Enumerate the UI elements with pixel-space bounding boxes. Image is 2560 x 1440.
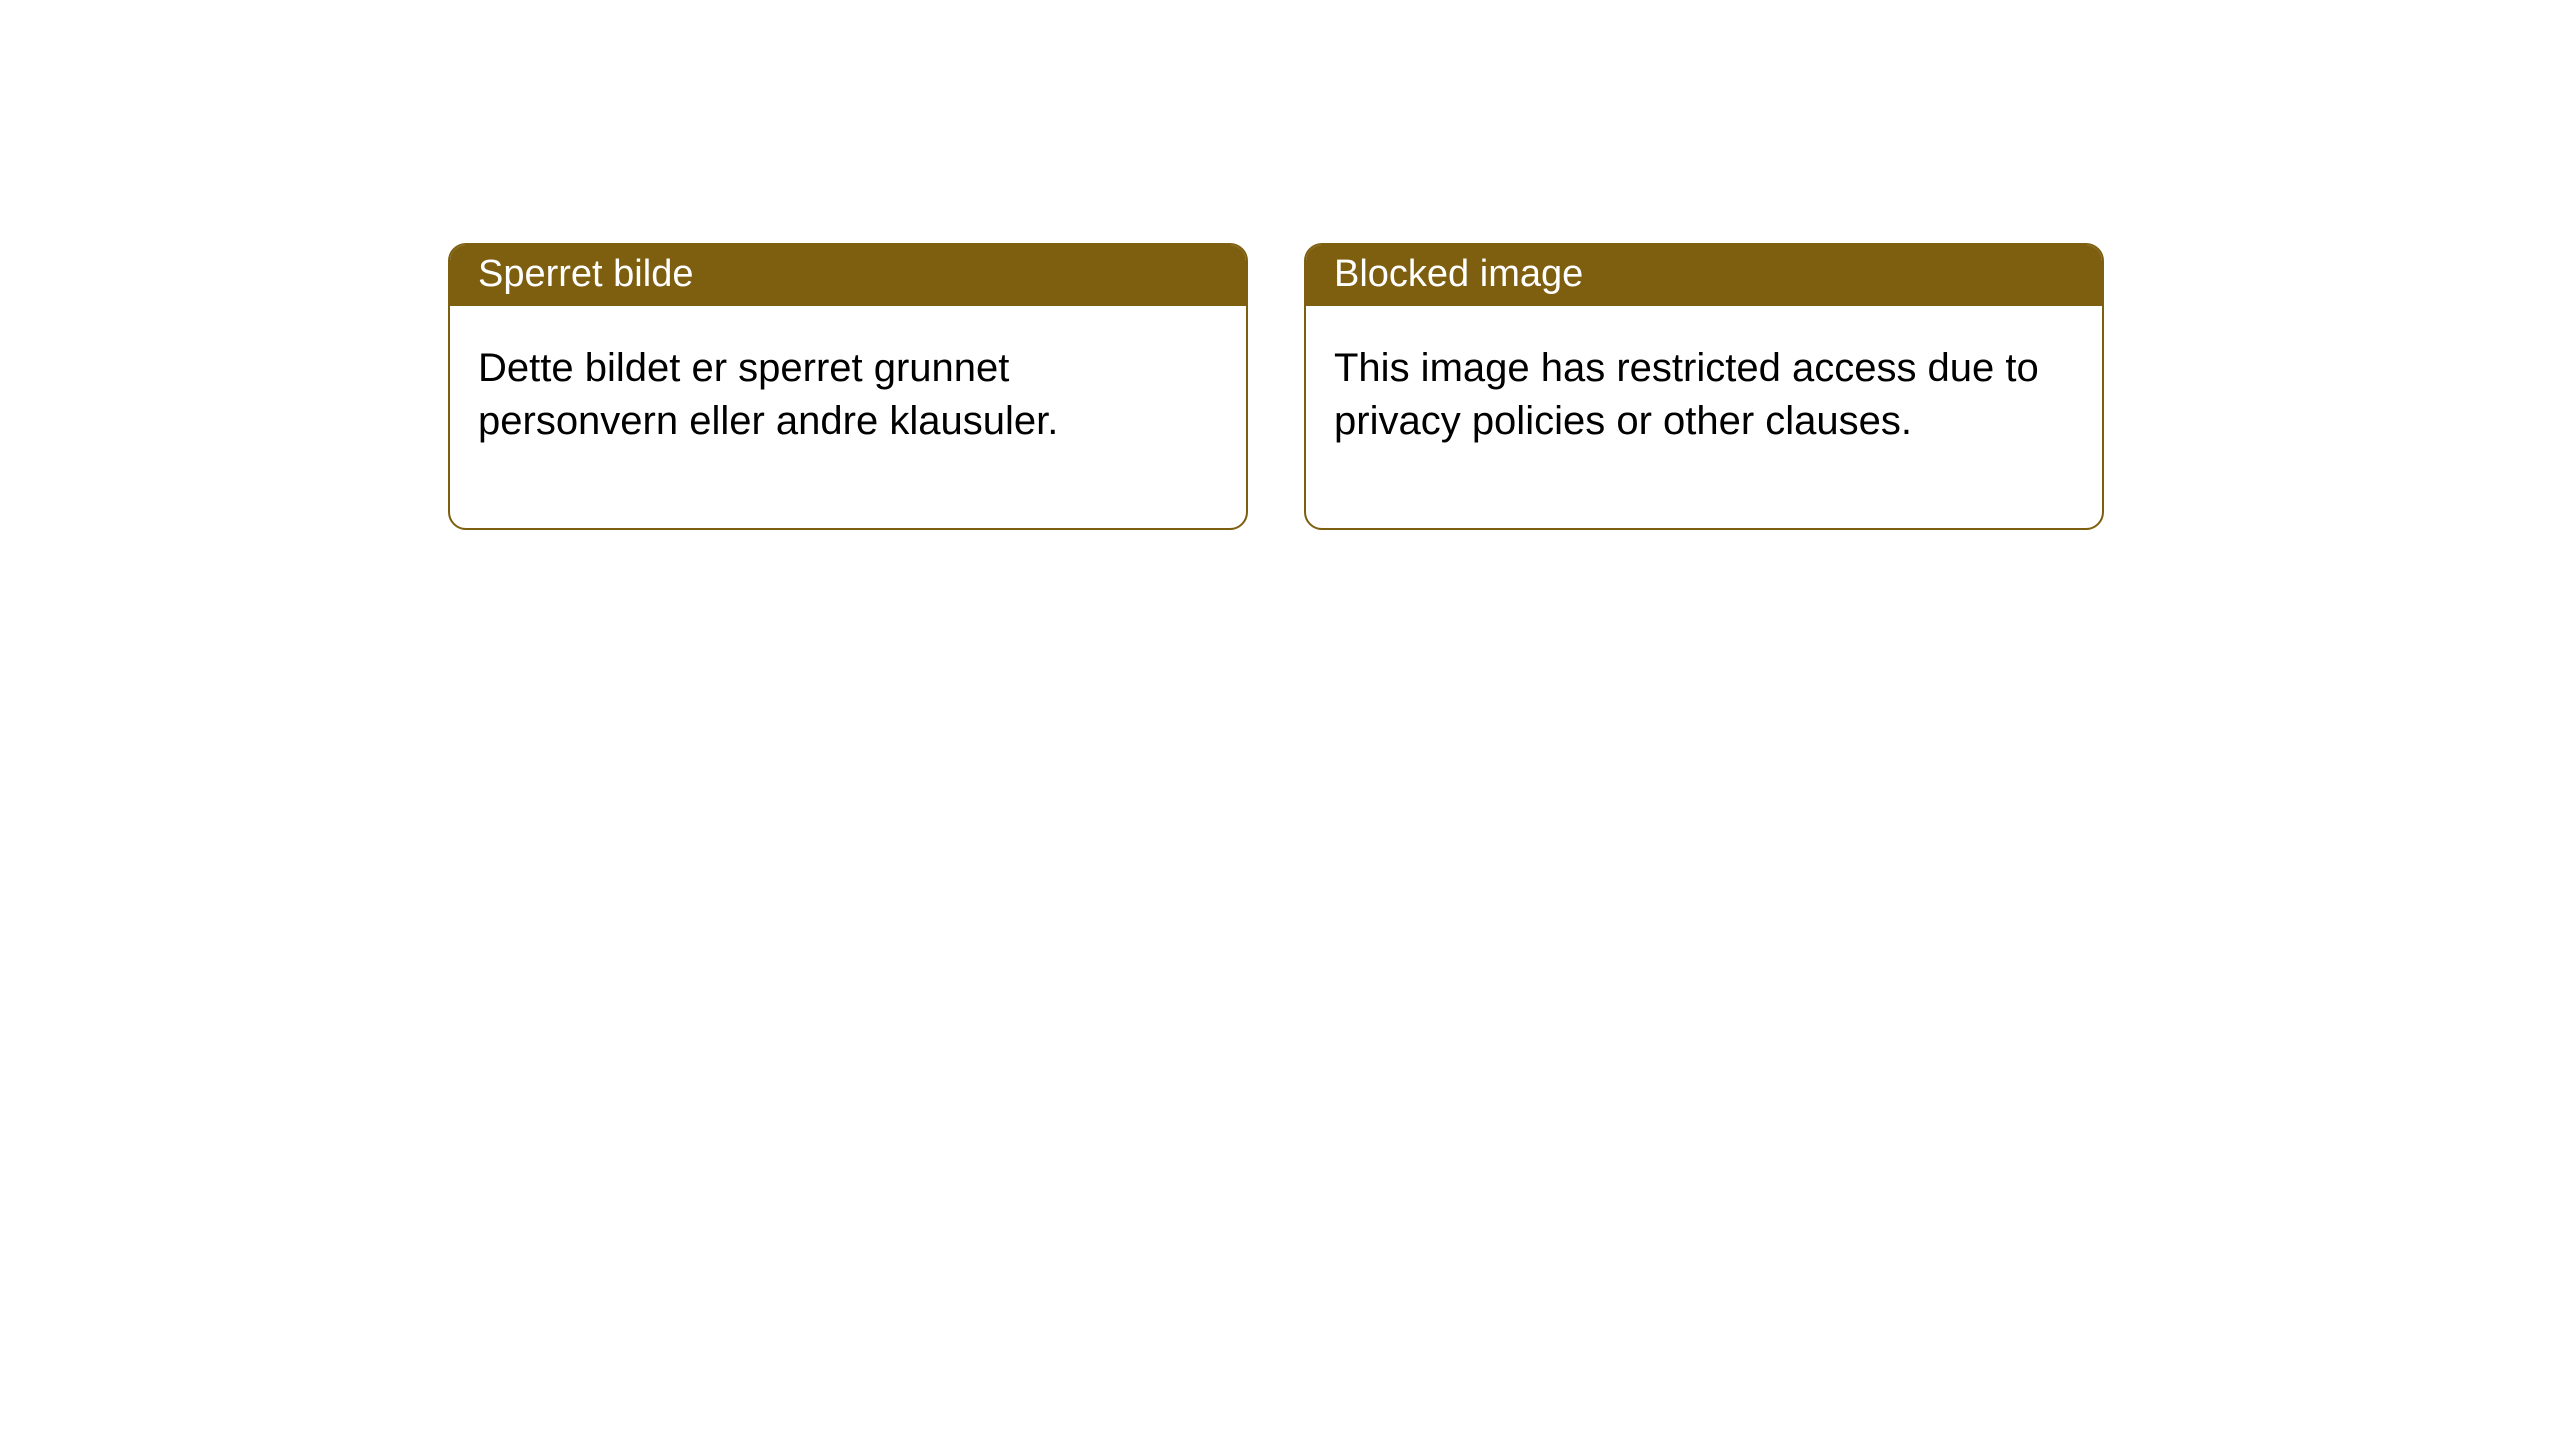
card-header-no: Sperret bilde xyxy=(450,245,1246,306)
card-body-no: Dette bildet er sperret grunnet personve… xyxy=(450,306,1246,528)
notice-cards-container: Sperret bilde Dette bildet er sperret gr… xyxy=(0,0,2560,530)
blocked-image-card-no: Sperret bilde Dette bildet er sperret gr… xyxy=(448,243,1248,530)
card-header-en: Blocked image xyxy=(1306,245,2102,306)
blocked-image-card-en: Blocked image This image has restricted … xyxy=(1304,243,2104,530)
card-body-en: This image has restricted access due to … xyxy=(1306,306,2102,528)
